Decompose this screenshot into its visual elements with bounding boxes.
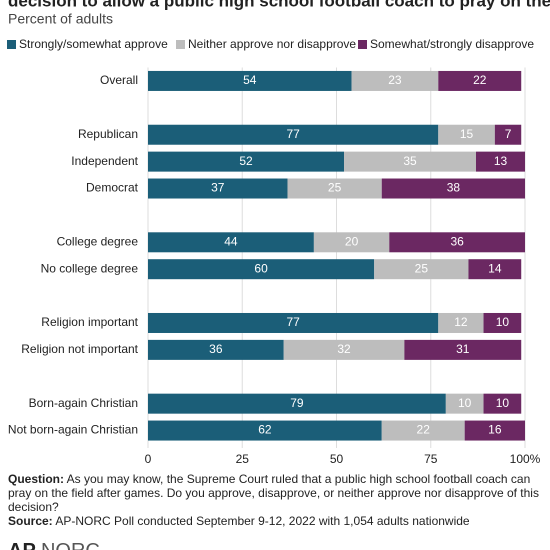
- data-label: 7: [505, 127, 512, 141]
- data-label: 38: [447, 181, 461, 195]
- bar-segment: [483, 393, 522, 414]
- data-label: 62: [258, 423, 272, 437]
- bar-segment: [494, 124, 522, 145]
- legend-swatch: [7, 40, 16, 49]
- data-label: 16: [488, 423, 502, 437]
- bar-segment: [148, 70, 352, 91]
- data-label: 54: [243, 73, 257, 87]
- category-label: Overall: [100, 73, 138, 87]
- bar-segment: [148, 232, 314, 253]
- bar-segment: [148, 339, 284, 360]
- legend-swatch: [358, 40, 367, 49]
- bar-segment: [475, 151, 525, 172]
- data-label: 37: [211, 181, 225, 195]
- bar-segment: [351, 70, 439, 91]
- legend-label: Strongly/somewhat approve: [19, 37, 168, 51]
- category-label: Born-again Christian: [29, 396, 138, 410]
- bar-segment: [148, 259, 375, 280]
- category-label: No college degree: [41, 261, 139, 275]
- legend-swatch: [176, 40, 185, 49]
- category-label: Independent: [71, 154, 138, 168]
- source: Source: AP-NORC Poll conducted September…: [8, 514, 544, 528]
- data-label: 77: [286, 127, 300, 141]
- data-label: 22: [417, 423, 431, 437]
- bar-segment: [287, 178, 382, 199]
- bar-segment: [445, 393, 484, 414]
- bar-segment: [438, 124, 495, 145]
- data-label: 25: [415, 261, 429, 275]
- bar-segment: [283, 339, 405, 360]
- bar-segment: [374, 259, 469, 280]
- bar-segment: [404, 339, 522, 360]
- chart-title: decision to allow a public high school f…: [8, 0, 550, 10]
- bar-segment: [148, 151, 345, 172]
- bar-segment: [148, 420, 382, 441]
- data-label: 22: [473, 73, 487, 87]
- bar-segment: [313, 232, 390, 253]
- category-label: College degree: [57, 234, 139, 248]
- x-tick-label: 75: [424, 452, 438, 466]
- legend-label: Neither approve nor disapprove: [188, 37, 356, 51]
- source-label: Source:: [8, 514, 53, 528]
- data-label: 10: [496, 396, 510, 410]
- bar-segment: [148, 178, 288, 199]
- bar-segment: [148, 393, 446, 414]
- source-text: AP-NORC Poll conducted September 9-12, 2…: [55, 514, 470, 528]
- data-label: 52: [239, 154, 253, 168]
- chart: decision to allow a public high school f…: [7, 0, 550, 466]
- data-label: 36: [209, 342, 223, 356]
- data-label: 77: [286, 315, 300, 329]
- footer: Question: As you may know, the Supreme C…: [8, 472, 544, 528]
- bar-segment: [381, 420, 465, 441]
- bar-segment: [344, 151, 476, 172]
- bar-segment: [483, 312, 522, 333]
- legend-label: Somewhat/strongly disapprove: [370, 37, 534, 51]
- bar-segment: [389, 232, 525, 253]
- x-tick-label: 50: [330, 452, 344, 466]
- data-label: 32: [337, 342, 351, 356]
- bar-segment: [464, 420, 525, 441]
- bar-segment: [468, 259, 522, 280]
- bar-segment: [148, 312, 439, 333]
- data-label: 20: [345, 234, 359, 248]
- note-label: Question:: [8, 472, 64, 486]
- data-label: 36: [450, 234, 464, 248]
- data-label: 23: [388, 73, 402, 87]
- data-label: 14: [488, 261, 502, 275]
- data-label: 35: [403, 154, 417, 168]
- x-tick-label: 100%: [510, 452, 541, 466]
- data-label: 44: [224, 234, 238, 248]
- bar-segment: [438, 312, 484, 333]
- data-label: 15: [460, 127, 474, 141]
- data-label: 31: [456, 342, 470, 356]
- category-label: Not born-again Christian: [8, 423, 138, 437]
- category-label: Republican: [78, 127, 138, 141]
- logo-norc: NORC: [41, 540, 100, 550]
- chart-subtitle: Percent of adults: [8, 11, 113, 27]
- bar-segment: [381, 178, 525, 199]
- logo: AP NORC: [8, 540, 100, 550]
- data-label: 10: [496, 315, 510, 329]
- data-label: 12: [454, 315, 468, 329]
- data-label: 10: [458, 396, 472, 410]
- x-tick-label: 25: [236, 452, 250, 466]
- note-text: As you may know, the Supreme Court ruled…: [8, 472, 539, 514]
- note: Question: As you may know, the Supreme C…: [8, 472, 544, 514]
- data-label: 13: [494, 154, 508, 168]
- logo-ap: AP: [8, 540, 35, 550]
- category-label: Religion important: [41, 315, 138, 329]
- bar-segment: [438, 70, 522, 91]
- data-label: 60: [254, 261, 268, 275]
- data-label: 79: [290, 396, 304, 410]
- x-tick-label: 0: [145, 452, 152, 466]
- data-label: 25: [328, 181, 342, 195]
- category-label: Religion not important: [21, 342, 138, 356]
- bar-segment: [148, 124, 439, 145]
- category-label: Democrat: [86, 181, 139, 195]
